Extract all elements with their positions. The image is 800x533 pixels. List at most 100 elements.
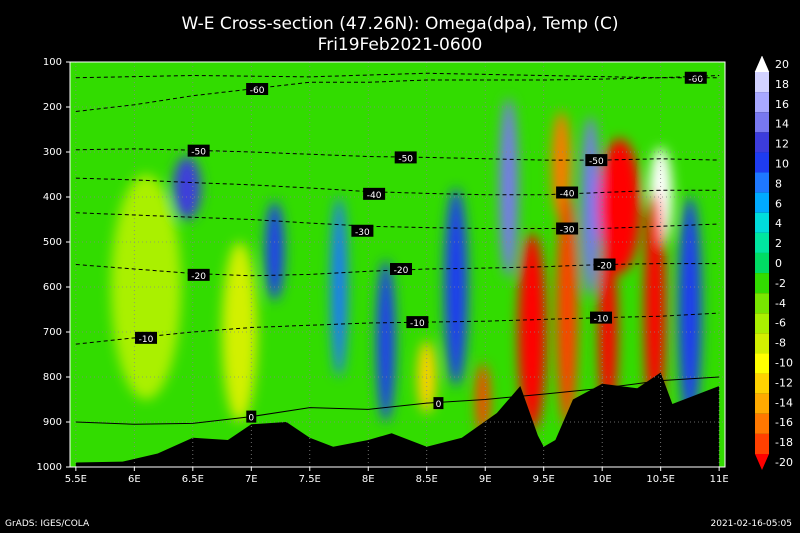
contour-label: -30 <box>560 226 575 236</box>
contour-label-bg <box>246 410 257 423</box>
x-tick-label: 9E <box>479 474 492 485</box>
colorbar-segment <box>755 313 769 334</box>
colorbar-segment <box>755 353 769 374</box>
colorbar-segment <box>755 373 769 394</box>
contour-label-bg <box>394 151 417 164</box>
contour-label-bg <box>187 268 210 281</box>
colorbar-segment <box>755 192 769 213</box>
colorbar-label: -20 <box>775 456 793 469</box>
x-tick-label: 9.5E <box>533 474 555 485</box>
contour-label: -30 <box>355 228 370 238</box>
y-tick-label: 100 <box>43 57 62 68</box>
omega-field <box>110 98 702 436</box>
x-tick-label: 7E <box>245 474 258 485</box>
y-tick-label: 700 <box>43 327 62 338</box>
colorbar-label: 14 <box>775 118 789 131</box>
omega-blob <box>556 192 578 427</box>
y-tick-label: 300 <box>43 147 62 158</box>
colorbar-segment <box>755 252 769 274</box>
colorbar-label: 0 <box>775 257 782 270</box>
contour-label: -50 <box>191 148 206 158</box>
colorbar-segment <box>755 172 769 193</box>
y-tick-label: 800 <box>43 372 62 383</box>
omega-blob <box>644 192 666 427</box>
footer-credit: GrADS: IGES/COLA <box>5 519 90 529</box>
y-tick-label: 900 <box>43 417 62 428</box>
contour-label: -10 <box>410 319 425 329</box>
contour-label-bg <box>590 311 613 324</box>
contour-label: -40 <box>367 191 382 201</box>
contour-label: -10 <box>139 335 154 345</box>
contour-label: 0 <box>248 414 254 424</box>
contour-label: -20 <box>597 262 612 272</box>
omega-blob <box>265 201 285 301</box>
footer-timestamp: 2021-02-16-05:05 <box>710 519 793 529</box>
colorbar-label: -16 <box>775 416 793 429</box>
colorbar-segment <box>755 293 769 314</box>
x-tick-label: 10.5E <box>646 474 675 485</box>
contour-label: 0 <box>436 400 442 410</box>
colorbar-label: 6 <box>775 197 782 210</box>
contour-label-bg <box>556 186 579 199</box>
colorbar-segment <box>755 273 769 294</box>
colorbar-arrow-bottom <box>755 454 769 470</box>
contour-label-bg <box>593 258 616 271</box>
contour-label-bg <box>585 154 608 167</box>
contour-label: -40 <box>560 190 575 200</box>
contour-label-bg <box>351 224 374 237</box>
x-tick-label: 6.5E <box>182 474 204 485</box>
x-tick-label: 8.5E <box>416 474 438 485</box>
colorbar-label: 16 <box>775 98 789 111</box>
colorbar-label: -18 <box>775 436 793 449</box>
colorbar-label: -6 <box>775 317 786 330</box>
omega-blob <box>499 98 518 278</box>
colorbar-label: 8 <box>775 177 782 190</box>
contour-label: -20 <box>394 266 409 276</box>
contour-label-bg <box>556 222 579 235</box>
omega-blob <box>330 197 348 377</box>
colorbar: 20181614121086420-2-4-6-8-10-12-14-16-18… <box>754 55 793 470</box>
omega-blob <box>678 197 702 422</box>
colorbar-label: 20 <box>775 58 789 71</box>
y-tick-label: 600 <box>43 282 62 293</box>
colorbar-segment <box>755 112 769 133</box>
temp-contour <box>75 148 720 161</box>
contour-label-bg <box>135 331 158 344</box>
omega-blob <box>598 138 641 274</box>
contour-label-bg <box>433 397 444 410</box>
colorbar-segment <box>755 92 769 113</box>
colorbar-arrow-top <box>754 55 770 73</box>
omega-blob <box>172 156 201 220</box>
contour-label: -10 <box>594 315 609 325</box>
contour-label: -20 <box>191 272 206 282</box>
colorbar-segment <box>755 393 769 414</box>
colorbar-segment <box>755 413 769 434</box>
x-tick-label: 5.5E <box>65 474 87 485</box>
contour-label: -50 <box>589 157 604 167</box>
omega-blob <box>598 242 618 422</box>
terrain-mask <box>75 372 720 467</box>
colorbar-label: -8 <box>775 337 786 350</box>
colorbar-label: -12 <box>775 376 793 389</box>
contour-label-bg <box>246 83 269 95</box>
y-tick-label: 500 <box>43 237 62 248</box>
y-tick-label: 1000 <box>37 462 62 473</box>
contour-label: -60 <box>250 86 265 96</box>
omega-blob <box>444 188 468 386</box>
colorbar-segment <box>755 132 769 153</box>
x-tick-label: 7.5E <box>299 474 321 485</box>
colorbar-label: 10 <box>775 158 789 171</box>
x-tick-label: 6E <box>128 474 141 485</box>
colorbar-segment <box>755 72 769 93</box>
y-tick-label: 400 <box>43 192 62 203</box>
temp-contour <box>75 312 720 345</box>
temp-contour <box>75 212 720 229</box>
x-tick-label: 8E <box>362 474 375 485</box>
y-tick-label: 200 <box>43 102 62 113</box>
colorbar-label: -2 <box>775 277 786 290</box>
colorbar-label: 18 <box>775 78 789 91</box>
omega-blob <box>376 260 396 422</box>
omega-blob <box>222 242 258 422</box>
temp-contour <box>75 177 720 196</box>
temp-contour <box>75 75 720 112</box>
